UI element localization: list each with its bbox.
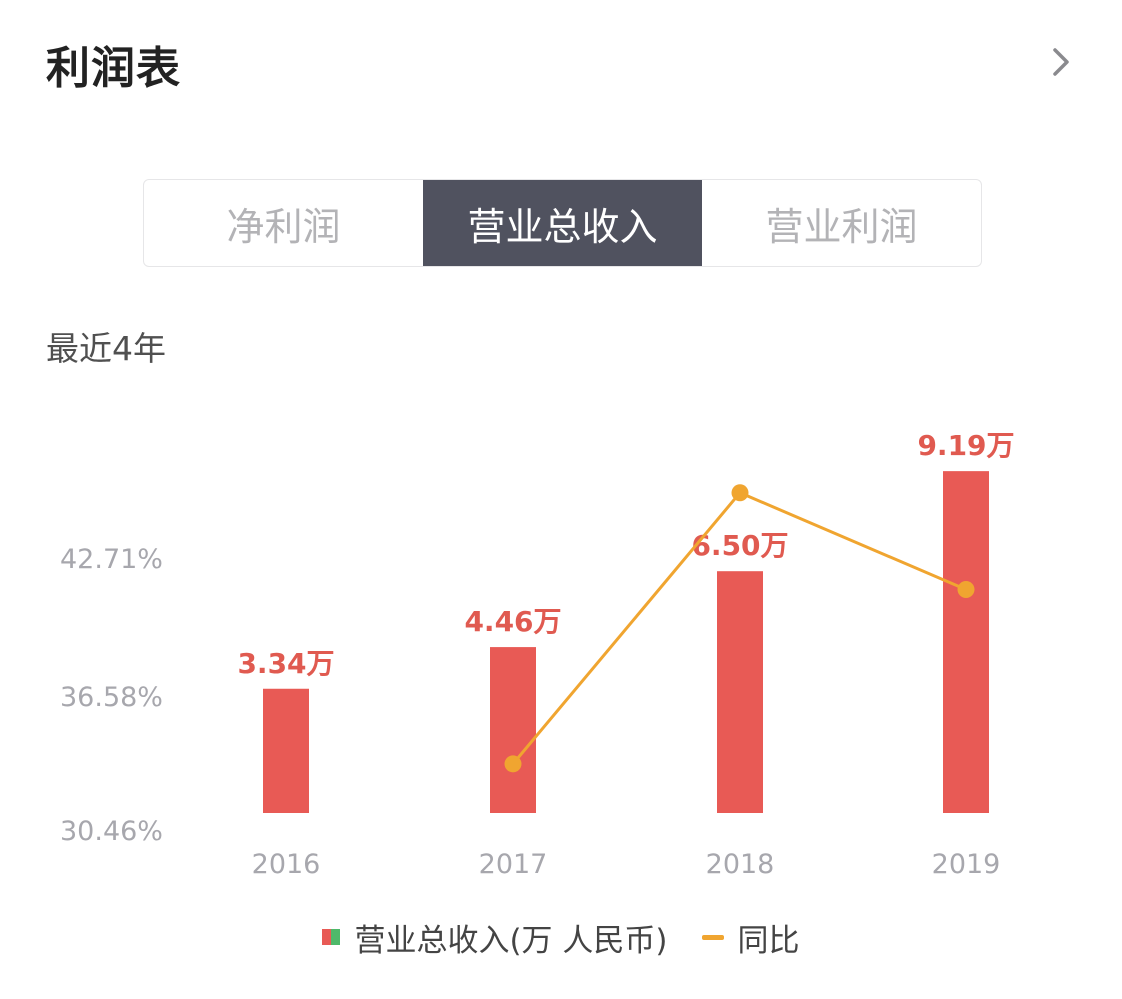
- revenue-bar: [263, 688, 309, 813]
- chart-legend: 营业总收入(万 人民币) 同比: [0, 912, 1122, 962]
- revenue-bar: [943, 471, 989, 813]
- legend-bar-label: 营业总收入(万 人民币): [354, 922, 668, 959]
- x-axis-tick-label: 2019: [932, 849, 1001, 880]
- bar-value-label: 3.34万: [237, 647, 334, 680]
- tab-operating-profit[interactable]: 营业利润: [765, 204, 918, 249]
- bar-value-label: 9.19万: [917, 429, 1014, 462]
- bar-value-label: 6.50万: [691, 529, 788, 562]
- tab-total-revenue[interactable]: 营业总收入: [423, 180, 702, 266]
- revenue-bar: [490, 647, 536, 813]
- x-axis-tick-label: 2018: [706, 849, 775, 880]
- page-title: 利润表: [46, 43, 181, 94]
- legend-line-label: 同比: [737, 922, 800, 959]
- legend-line-swatch: [701, 934, 724, 940]
- tab-net-profit[interactable]: 净利润: [226, 204, 341, 249]
- y-axis-label: 42.71%: [60, 544, 163, 575]
- legend-bar-swatch: [322, 929, 341, 945]
- revenue-bar: [717, 571, 763, 813]
- metric-tabs: 净利润 营业总收入 营业利润: [143, 179, 982, 267]
- yoy-point: [731, 484, 749, 502]
- page-header: 利润表: [46, 28, 1076, 98]
- y-axis-label: 36.58%: [60, 682, 163, 713]
- chevron-right-icon[interactable]: [1046, 42, 1076, 82]
- period-label: 最近4年: [46, 329, 166, 368]
- yoy-point: [504, 755, 522, 773]
- x-axis-tick-label: 2016: [252, 849, 321, 880]
- x-axis-tick-label: 2017: [479, 849, 548, 880]
- yoy-point: [957, 581, 975, 599]
- bar-value-label: 4.46万: [464, 605, 561, 638]
- y-axis-label: 30.46%: [60, 816, 163, 847]
